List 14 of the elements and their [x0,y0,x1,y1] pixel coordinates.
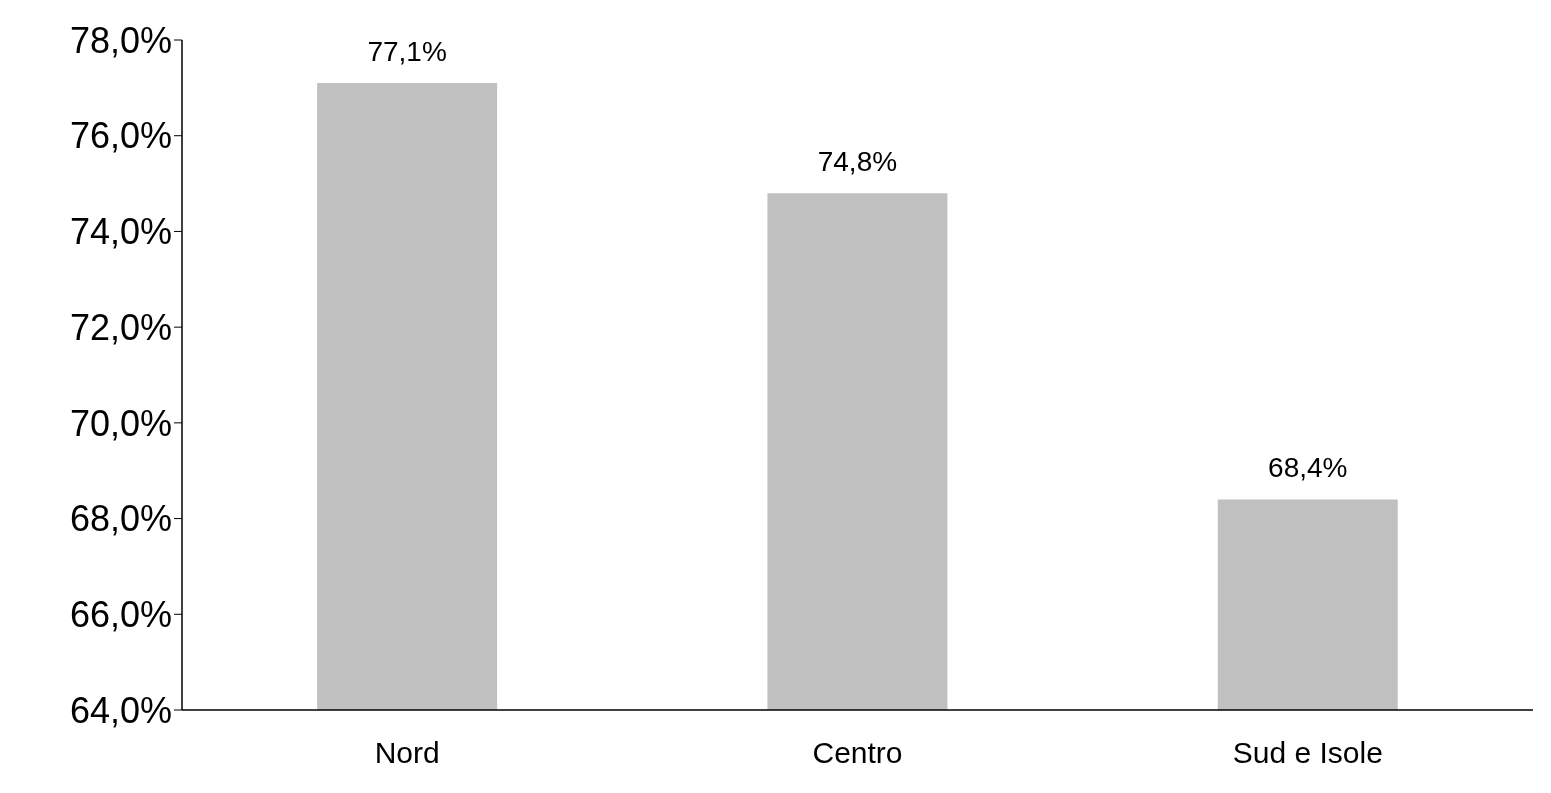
y-tick-label: 78,0% [69,19,172,61]
y-tick-label: 68,0% [69,498,172,540]
x-tick-label: Centro [812,736,903,770]
y-tick-label: 72,0% [69,306,172,348]
data-label: 74,8% [817,146,898,178]
x-tick-label: Sud e Isole [1232,736,1383,770]
y-tick-label: 76,0% [69,115,172,157]
y-tick-label: 70,0% [69,402,172,444]
x-tick-label: Nord [374,736,440,770]
y-tick-label: 64,0% [69,689,172,731]
y-tick-label: 74,0% [69,211,172,253]
y-tick-label: 66,0% [69,594,172,636]
data-label: 77,1% [367,36,447,68]
data-label: 68,4% [1268,452,1348,484]
